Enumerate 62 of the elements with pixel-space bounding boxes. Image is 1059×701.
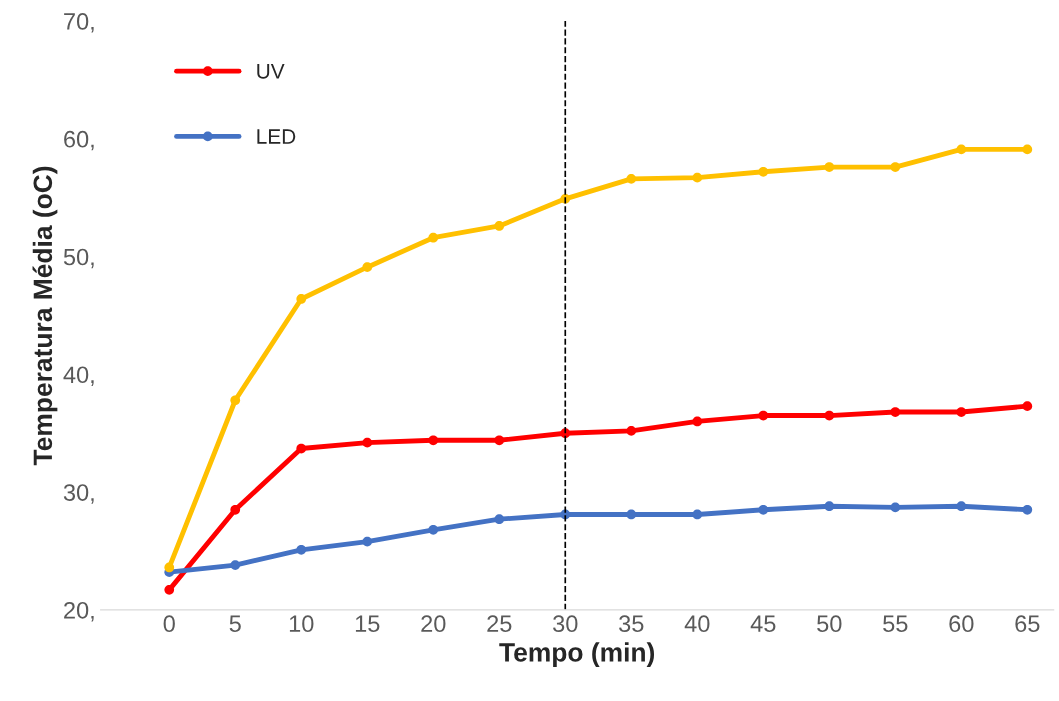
point (296, 544, 307, 555)
point (758, 166, 769, 177)
x-tick-label: 10 (289, 615, 314, 633)
point (626, 509, 637, 520)
point (890, 502, 901, 513)
point (890, 162, 901, 172)
point (956, 144, 967, 155)
legend-label: UV (257, 64, 285, 79)
x-tick-label: 35 (619, 615, 644, 633)
y-tick-label: 20, (64, 601, 94, 622)
x-tick-label: 55 (883, 615, 908, 633)
point (362, 536, 373, 547)
y-tick-label: 50, (63, 248, 94, 269)
x-tick-label: 15 (355, 615, 380, 633)
point (230, 395, 241, 406)
point (494, 514, 505, 525)
x-axis-title: Tempo (min) (499, 642, 655, 667)
point (626, 173, 637, 184)
point (230, 504, 241, 515)
point (692, 172, 703, 183)
point (164, 562, 175, 573)
point (362, 262, 373, 273)
point (428, 435, 439, 446)
y-tick-label: 70, (64, 13, 94, 33)
point (890, 407, 901, 417)
point (758, 410, 769, 421)
x-tick-label: 60 (949, 615, 974, 633)
point (494, 435, 505, 446)
point (230, 560, 241, 570)
y-tick-label: 30, (63, 484, 94, 504)
x-tick-label: 40 (684, 615, 710, 633)
point (428, 232, 439, 243)
x-tick-label: 50 (817, 615, 842, 633)
x-tick-label: 5 (229, 615, 241, 633)
x-tick-label: 0 (163, 615, 175, 633)
y-tick-label: 60, (64, 130, 94, 151)
point (824, 162, 835, 172)
legend-label: LED (257, 129, 296, 144)
point (956, 407, 967, 417)
x-tick-label: 20 (421, 615, 446, 633)
point (1022, 401, 1033, 411)
point (428, 524, 439, 535)
point (1022, 144, 1033, 155)
point (296, 443, 307, 454)
point (824, 501, 835, 512)
point (824, 410, 835, 421)
y-tick-label: 40, (63, 366, 94, 386)
point (362, 437, 373, 448)
x-tick-label: 30 (553, 615, 578, 633)
point (494, 221, 505, 231)
y-axis-title: Temperatura Média (oC) (32, 166, 58, 466)
point (692, 416, 703, 427)
point (296, 294, 307, 304)
point (758, 504, 769, 515)
point (1022, 504, 1033, 515)
point (956, 501, 967, 512)
point (626, 426, 637, 436)
x-tick-label: 45 (750, 615, 776, 633)
x-tick-label: 25 (487, 615, 512, 633)
point (164, 584, 175, 595)
x-tick-label: 65 (1015, 615, 1040, 633)
point (692, 509, 703, 520)
